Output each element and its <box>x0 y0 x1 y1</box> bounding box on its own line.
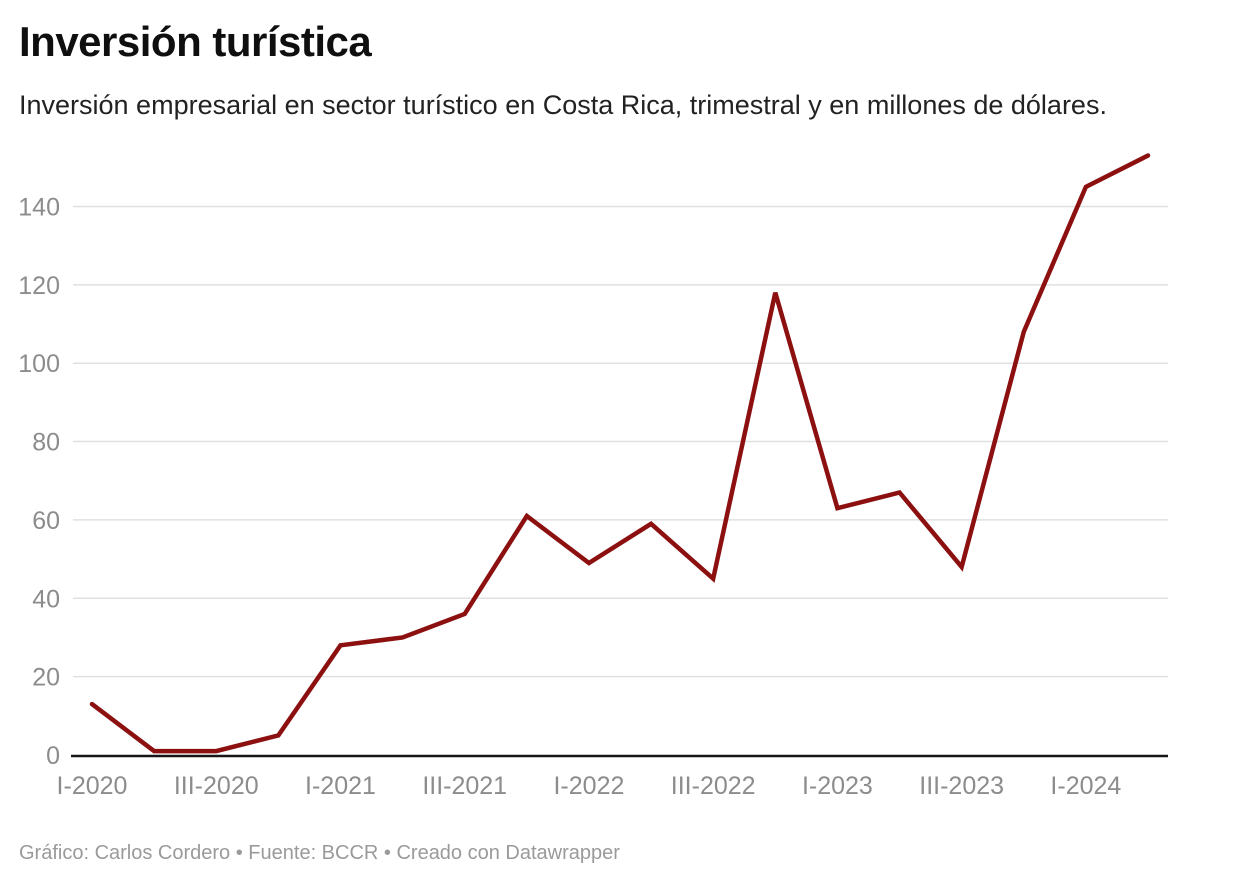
data-line-series <box>89 153 1151 754</box>
x-axis-label-III-2021: III-2021 <box>422 772 507 800</box>
chart-subtitle: Inversión empresarial en sector turístic… <box>19 90 1107 120</box>
y-axis-label-100: 100 <box>18 350 60 378</box>
y-axis-label-0: 0 <box>46 742 60 770</box>
y-axis-label-60: 60 <box>32 507 60 535</box>
x-axis-label-I-2022: I-2022 <box>553 772 624 800</box>
x-axis-label-III-2023: III-2023 <box>919 772 1004 800</box>
chart-title: Inversión turística <box>19 18 372 65</box>
y-axis-label-120: 120 <box>18 272 60 300</box>
x-axis-label-I-2020: I-2020 <box>57 772 128 800</box>
y-axis-label-40: 40 <box>32 585 60 613</box>
x-axis-label-III-2022: III-2022 <box>671 772 756 800</box>
chart-footer: Gráfico: Carlos Cordero • Fuente: BCCR •… <box>19 842 620 864</box>
y-axis-label-80: 80 <box>32 429 60 457</box>
y-axis-label-20: 20 <box>32 664 60 692</box>
x-axis-label-I-2021: I-2021 <box>305 772 376 800</box>
x-axis-label-I-2024: I-2024 <box>1050 772 1121 800</box>
y-axis-label-140: 140 <box>18 193 60 221</box>
x-axis-label-III-2020: III-2020 <box>174 772 259 800</box>
x-axis-label-I-2023: I-2023 <box>802 772 873 800</box>
